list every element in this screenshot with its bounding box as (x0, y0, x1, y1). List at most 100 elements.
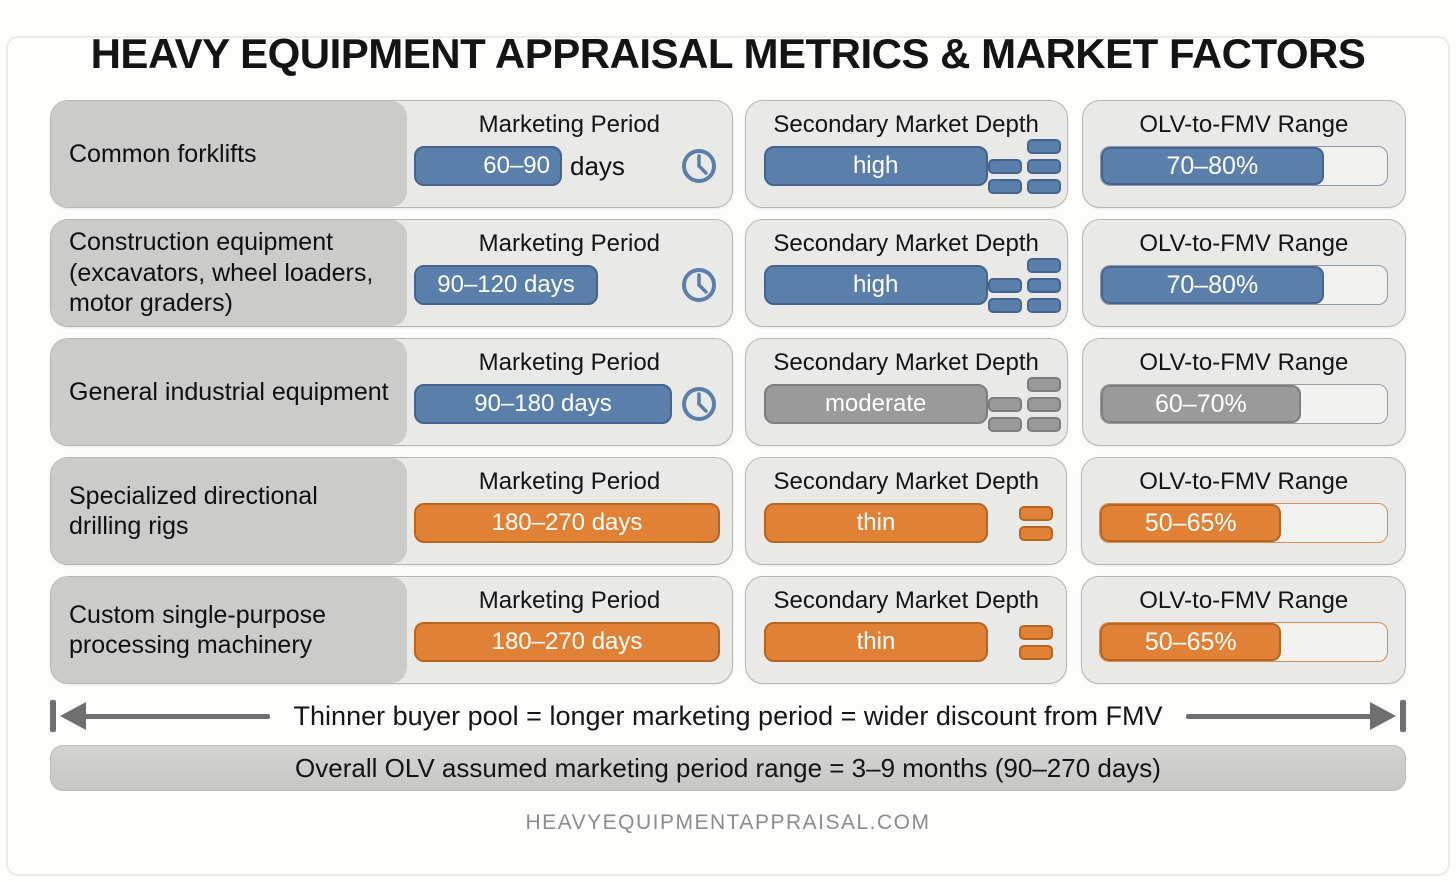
olv-range-fill: 50–65% (1100, 623, 1281, 661)
depth-bar (1019, 525, 1054, 541)
marketing-pill-row: 90–120 days (407, 263, 732, 307)
equipment-card: Specialized directional drilling rigs Ma… (50, 457, 733, 565)
depth-bar (1019, 644, 1054, 660)
bar-column (987, 158, 1022, 194)
arrow-right-endbar (1400, 700, 1407, 732)
marketing-pill-row: 90–180 days (407, 382, 732, 426)
marketing-period-cell: Marketing Period 90–180 days (407, 339, 732, 445)
market-depth-bars-icon (987, 257, 1061, 313)
bar-column (1019, 624, 1054, 660)
depth-bar (987, 158, 1022, 174)
olv-track-wrap: 60–70% (1099, 382, 1388, 426)
olv-range-fill: 70–80% (1100, 147, 1324, 185)
equipment-row: Construction equipment (excavators, whee… (50, 219, 1406, 327)
market-depth-card: Secondary Market Depth high (744, 219, 1068, 327)
olv-title: OLV-to-FMV Range (1139, 230, 1349, 257)
olv-track-wrap: 50–65% (1099, 620, 1388, 664)
depth-bar (1026, 277, 1061, 293)
market-depth-bars-icon (987, 376, 1061, 432)
olv-range-track: 50–65% (1099, 622, 1388, 662)
depth-bar (987, 297, 1022, 313)
market-depth-pill: high (763, 265, 988, 305)
depth-pill-row: thin (746, 620, 1067, 664)
bar-column (1026, 138, 1061, 194)
equipment-label: Specialized directional drilling rigs (51, 458, 407, 564)
buyer-pool-arrow: Thinner buyer pool = longer marketing pe… (50, 696, 1407, 736)
market-depth-card: Secondary Market Depth high (744, 100, 1068, 208)
bar-column (1026, 257, 1061, 313)
depth-bar (1026, 416, 1061, 432)
depth-bar (1026, 297, 1061, 313)
equipment-card: Common forklifts Marketing Period 60–90 … (50, 100, 733, 208)
olv-range-fill: 50–65% (1100, 504, 1281, 542)
depth-bar (1026, 158, 1061, 174)
equipment-card: Construction equipment (excavators, whee… (50, 219, 733, 327)
marketing-title: Marketing Period (478, 111, 661, 138)
olv-fmv-card: OLV-to-FMV Range 70–80% (1081, 219, 1406, 327)
clock-icon (681, 268, 716, 302)
depth-bar (987, 277, 1022, 293)
olv-track-wrap: 70–80% (1099, 144, 1388, 188)
page-title: HEAVY EQUIPMENT APPRAISAL METRICS & MARK… (90, 30, 1366, 77)
depth-bar (987, 416, 1022, 432)
market-depth-pill: thin (763, 622, 988, 662)
depth-bar (987, 178, 1022, 194)
clock-icon (681, 387, 716, 421)
bar-column (987, 396, 1022, 432)
market-depth-card: Secondary Market Depth moderate (744, 338, 1068, 446)
market-depth-pill: high (763, 146, 988, 186)
olv-range-track: 60–70% (1099, 384, 1388, 424)
arrow-note-text: Thinner buyer pool = longer marketing pe… (293, 700, 1163, 731)
market-depth-pill: moderate (763, 384, 988, 424)
marketing-title: Marketing Period (478, 349, 661, 376)
overall-olv-note-text: Overall OLV assumed marketing period ran… (295, 752, 1161, 783)
marketing-title: Marketing Period (478, 468, 661, 495)
depth-pill-row: thin (746, 501, 1067, 545)
olv-fmv-card: OLV-to-FMV Range 50–65% (1081, 457, 1406, 565)
olv-fmv-card: OLV-to-FMV Range 50–65% (1081, 576, 1406, 684)
depth-title: Secondary Market Depth (773, 587, 1039, 614)
website-url: HEAVYEQUIPMENTAPPRAISAL.COM (525, 811, 931, 834)
depth-bar (987, 396, 1022, 412)
depth-bar (1026, 178, 1061, 194)
marketing-period-cell: Marketing Period 90–120 days (407, 220, 732, 326)
overall-olv-note-bar: Overall OLV assumed marketing period ran… (50, 745, 1406, 791)
equipment-row: Common forklifts Marketing Period 60–90 … (50, 100, 1406, 208)
equipment-card: Custom single-purpose processing machine… (50, 576, 733, 684)
equipment-label: Construction equipment (excavators, whee… (51, 220, 407, 326)
marketing-period-pill: 180–270 days (414, 622, 720, 662)
olv-range-fill: 70–80% (1100, 266, 1324, 304)
marketing-pill-row: 180–270 days (407, 620, 732, 664)
marketing-title: Marketing Period (478, 230, 661, 257)
depth-bar (1026, 138, 1061, 154)
depth-title: Secondary Market Depth (773, 111, 1039, 138)
bar-column (1026, 376, 1061, 432)
marketing-title: Marketing Period (478, 587, 661, 614)
infographic: HEAVY EQUIPMENT APPRAISAL METRICS & MARK… (0, 30, 1456, 835)
marketing-period-pill: 180–270 days (414, 503, 720, 543)
depth-title: Secondary Market Depth (773, 468, 1039, 495)
marketing-pill-row: 60–90 days (407, 144, 732, 188)
equipment-label: General industrial equipment (51, 339, 407, 445)
marketing-period-cell: Marketing Period 60–90 days (407, 101, 732, 207)
marketing-period-cell: Marketing Period 180–270 days (407, 458, 732, 564)
marketing-period-pill: 60–90 (414, 146, 562, 186)
depth-pill-row: high (746, 257, 1067, 313)
olv-track-wrap: 70–80% (1099, 263, 1388, 307)
depth-pill-row: high (746, 138, 1067, 194)
marketing-pill-row: 180–270 days (407, 501, 732, 545)
olv-range-track: 70–80% (1099, 146, 1388, 186)
marketing-period-suffix: days (570, 150, 625, 181)
depth-bar (1026, 396, 1061, 412)
olv-range-track: 70–80% (1099, 265, 1388, 305)
clock-icon (681, 149, 716, 183)
rows: Common forklifts Marketing Period 60–90 … (50, 100, 1406, 684)
equipment-card: General industrial equipment Marketing P… (50, 338, 733, 446)
depth-bar (1026, 376, 1061, 392)
olv-title: OLV-to-FMV Range (1139, 349, 1349, 376)
equipment-row: Specialized directional drilling rigs Ma… (50, 457, 1406, 565)
olv-track-wrap: 50–65% (1099, 501, 1388, 545)
market-depth-card: Secondary Market Depth thin (744, 576, 1068, 684)
equipment-label: Common forklifts (51, 101, 407, 207)
arrow-right-shaft-icon (1186, 713, 1393, 719)
